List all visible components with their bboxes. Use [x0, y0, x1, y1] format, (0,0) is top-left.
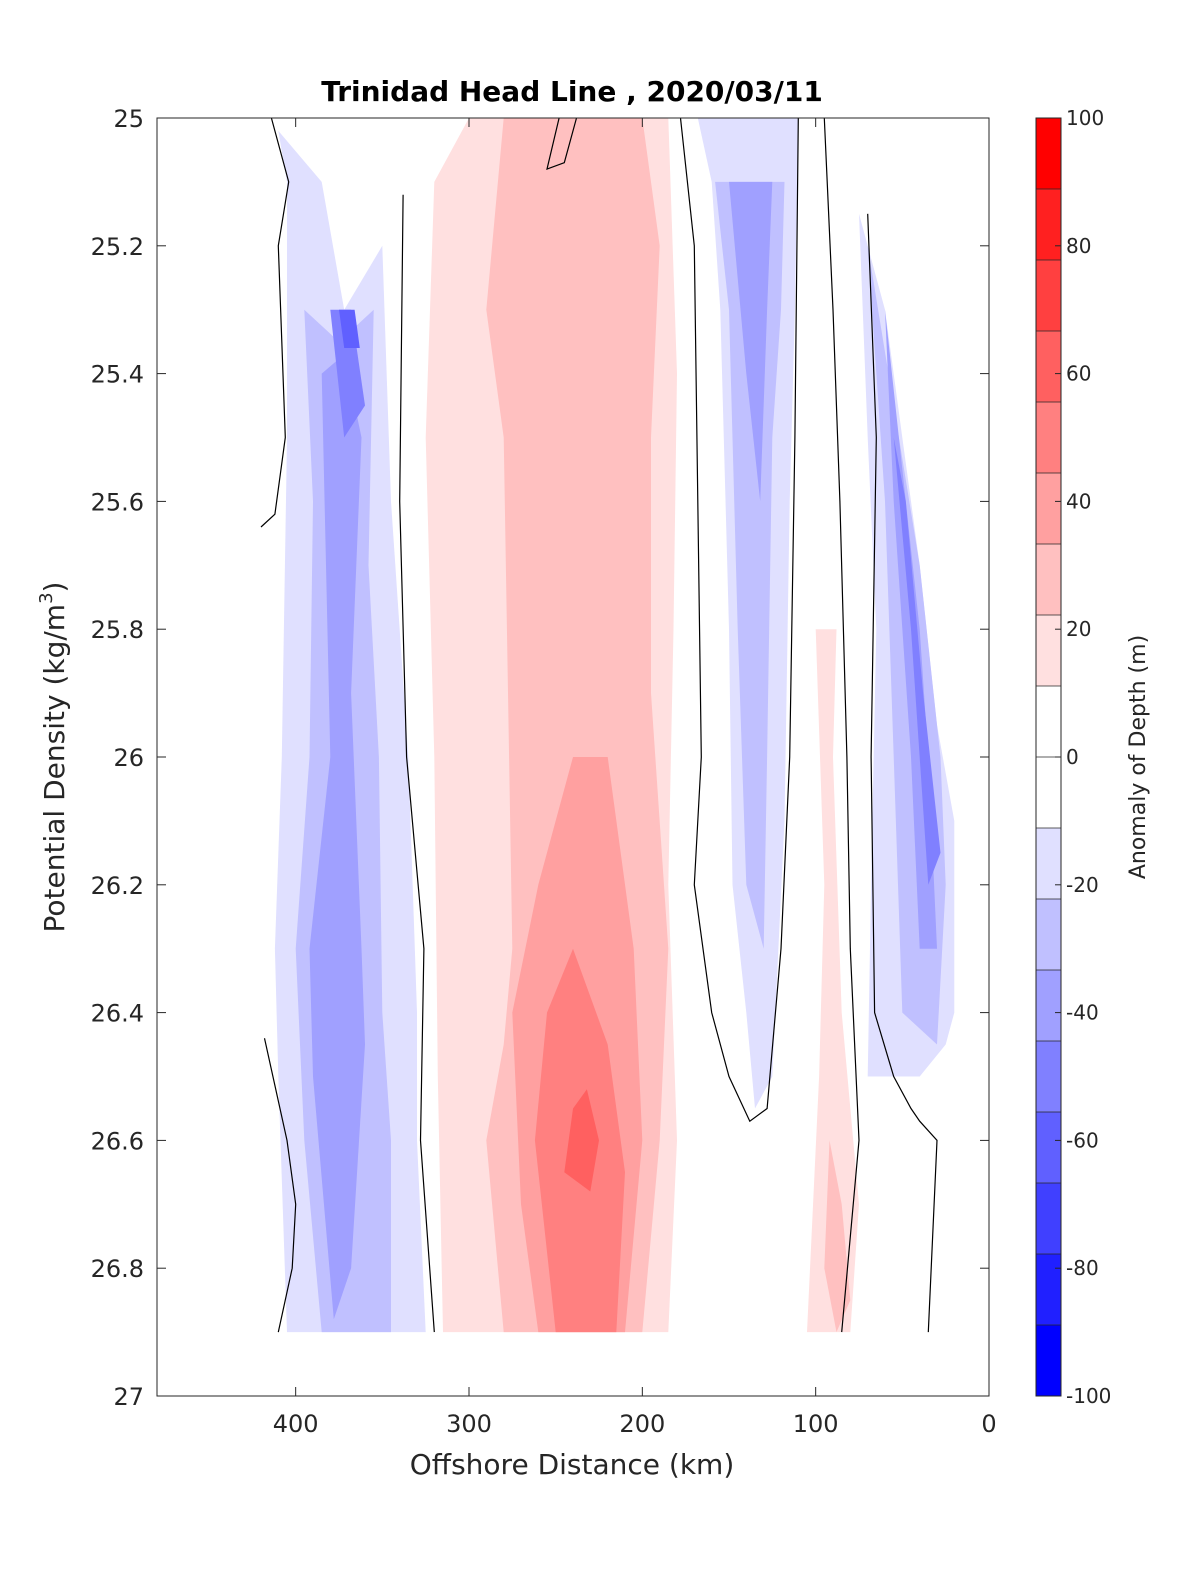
y-tick-label: 26.2	[91, 872, 144, 900]
x-tick-label: 300	[446, 1410, 492, 1438]
y-axis-title-sup: 3	[36, 592, 57, 603]
x-tick-label: 400	[273, 1410, 319, 1438]
colorbar-tick-label: 60	[1066, 362, 1091, 386]
y-tick-label: 26.4	[91, 1000, 144, 1028]
colorbar-tick-label: 80	[1066, 234, 1091, 258]
zero-contour-4	[823, 117, 860, 1333]
anomaly-region-7	[729, 181, 773, 502]
colorbar-segment-5	[1036, 473, 1061, 545]
colorbar-segment-0	[1036, 118, 1061, 190]
colorbar-segment-14	[1036, 1112, 1061, 1184]
colorbar-segment-15	[1036, 1183, 1061, 1255]
y-tick-label: 25.8	[91, 616, 144, 644]
axis-ticks: 400 300 200 100 0 25 25.2 25.4 25.6 25.8 26 26.2 26.…	[91, 105, 997, 1438]
colorbar-tick-label: -60	[1066, 1128, 1099, 1152]
x-tick-label: 100	[793, 1410, 839, 1438]
colorbar-tick-label: 20	[1066, 617, 1091, 641]
zero-contour-6	[867, 213, 938, 1333]
anomaly-region-2	[309, 354, 365, 1320]
y-tick-label: 26	[113, 744, 144, 772]
colorbar-tick-label: -100	[1066, 1384, 1111, 1408]
x-axis-title: Offshore Distance (km)	[410, 1448, 735, 1481]
zero-contour-2	[546, 117, 578, 171]
y-tick-label: 25.4	[91, 361, 144, 389]
colorbar-segment-13	[1036, 1041, 1061, 1113]
colorbar-segment-6	[1036, 544, 1061, 616]
colorbar: 100 80 60 40 20 0 -20 -40 -60 -80 -100	[1035, 106, 1111, 1408]
x-tick-label: 0	[981, 1410, 996, 1438]
zero-contour-5	[263, 1038, 297, 1333]
anomaly-region-6	[715, 181, 785, 949]
anomaly-region-4	[339, 309, 360, 348]
colorbar-segment-11	[1036, 899, 1061, 971]
colorbar-title: Anomaly of Depth (m)	[1126, 635, 1151, 879]
anomaly-region-16	[564, 1089, 599, 1192]
y-axis-title: Potential Density (kg/m3)	[36, 582, 71, 933]
y-tick-label: 26.8	[91, 1255, 144, 1283]
zero-contour-0	[260, 117, 290, 528]
x-tick-label: 200	[619, 1410, 665, 1438]
anomaly-region-3	[330, 309, 365, 438]
colorbar-segment-12	[1036, 970, 1061, 1042]
colorbar-tick-label: 40	[1066, 489, 1091, 513]
colorbar-segment-3	[1036, 331, 1061, 403]
colorbar-tick-label: 100	[1066, 106, 1104, 130]
y-tick-label: 26.6	[91, 1127, 144, 1155]
y-tick-label: 25.2	[91, 233, 144, 261]
colorbar-tick-label: -80	[1066, 1256, 1099, 1280]
plot-area	[274, 118, 955, 1333]
anomaly-region-17	[807, 629, 859, 1333]
y-axis-title-close: )	[38, 582, 71, 593]
chart-title: Trinidad Head Line , 2020/03/11	[321, 75, 823, 108]
colorbar-segment-4	[1036, 402, 1061, 474]
y-tick-label: 27	[113, 1383, 144, 1411]
y-axis-title-main: Potential Density (kg/m	[38, 604, 71, 933]
colorbar-segment-7	[1036, 615, 1061, 687]
colorbar-segment-16	[1036, 1254, 1061, 1326]
colorbar-segment-2	[1036, 260, 1061, 332]
zero-contours	[260, 117, 938, 1333]
y-tick-label: 25	[113, 105, 144, 133]
colorbar-segment-10	[1036, 828, 1061, 900]
colorbar-tick-label: -20	[1066, 873, 1099, 897]
colorbar-segment-8	[1036, 686, 1061, 758]
y-tick-label: 25.6	[91, 488, 144, 516]
zero-contour-3	[679, 117, 799, 1123]
anomaly-region-18	[824, 1140, 851, 1333]
colorbar-tick-label: -40	[1066, 1001, 1099, 1025]
colorbar-segment-1	[1036, 189, 1061, 261]
colorbar-segment-17	[1036, 1325, 1061, 1397]
colorbar-tick-label: 0	[1066, 745, 1079, 769]
colorbar-segment-9	[1036, 757, 1061, 829]
anomaly-region-11	[893, 437, 941, 885]
zero-contour-1	[399, 194, 435, 1333]
